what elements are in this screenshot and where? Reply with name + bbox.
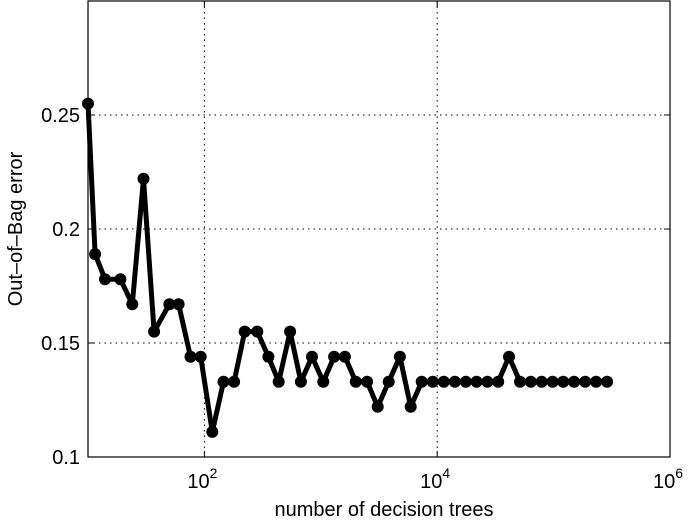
data-point [328, 350, 341, 363]
x-tick-label: 106 [653, 465, 683, 493]
data-point [535, 375, 548, 388]
tick-marks [88, 1, 670, 458]
data-point [349, 375, 362, 388]
data-point [503, 350, 515, 363]
data-point [382, 375, 395, 388]
data-point [492, 375, 505, 388]
data-point [437, 375, 450, 388]
data-point [546, 375, 559, 388]
data-point [514, 375, 526, 388]
data-point [294, 375, 307, 388]
data-point [371, 400, 384, 413]
data-point [194, 350, 207, 363]
data-point [415, 375, 428, 388]
data-point [89, 248, 102, 261]
data-point [404, 400, 417, 413]
data-point [99, 273, 111, 286]
data-point [601, 375, 614, 388]
x-tick-label: 104 [420, 465, 450, 493]
data-point [306, 350, 318, 363]
y-tick-label: 0.15 [41, 333, 80, 355]
y-axis-label: Out–of–Bag error [5, 151, 27, 306]
data-point [272, 375, 285, 388]
data-point [251, 325, 264, 338]
data-point [361, 375, 374, 388]
data-point [524, 375, 537, 388]
data-point [148, 325, 161, 338]
data-point [217, 375, 230, 388]
y-tick-labels: 0.1 0.15 0.2 0.25 [41, 105, 80, 469]
data-point [206, 425, 219, 438]
x-tick-labels: 102 104 106 [187, 465, 683, 493]
x-tick-label: 102 [187, 465, 217, 493]
data-point [163, 298, 176, 311]
data-point [284, 325, 297, 338]
data-point [470, 375, 483, 388]
data-point [184, 350, 197, 363]
y-tick-label: 0.25 [41, 105, 80, 127]
data-point [393, 350, 406, 363]
data-point [137, 172, 150, 185]
x-axis-label: number of decision trees [274, 499, 493, 521]
y-tick-label: 0.1 [52, 447, 80, 469]
data-point [317, 375, 330, 388]
data-point [579, 375, 592, 388]
data-point [481, 375, 494, 388]
data-point [114, 273, 127, 286]
data-point [172, 298, 185, 311]
data-point [557, 375, 570, 388]
data-point [126, 298, 139, 311]
data-point [426, 375, 439, 388]
data-point [262, 350, 275, 363]
y-tick-label: 0.2 [52, 219, 80, 241]
data-point [459, 375, 472, 388]
data-point [228, 375, 241, 388]
data-point [338, 350, 351, 363]
data-point [590, 375, 603, 388]
series-error [82, 97, 614, 438]
data-point [238, 325, 251, 338]
data-point [448, 375, 461, 388]
data-point [568, 375, 581, 388]
